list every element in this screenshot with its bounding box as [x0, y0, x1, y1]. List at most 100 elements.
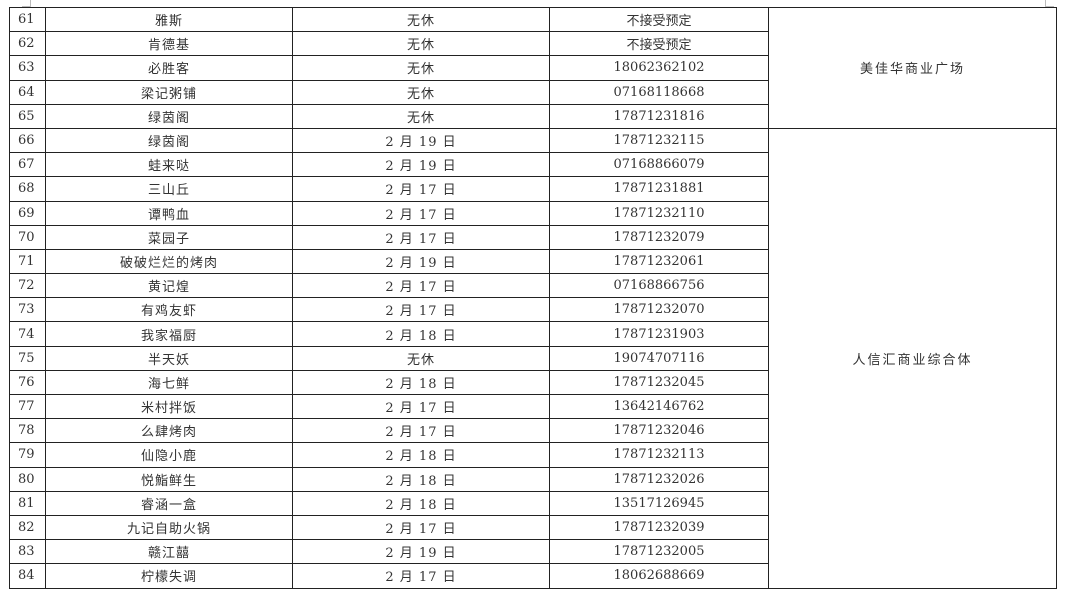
- row-number: 71: [9, 248, 46, 275]
- closed-date: 无休: [292, 55, 550, 81]
- phone-number: 17871231903: [549, 321, 769, 347]
- table-row: 61 雅斯 无休 不接受预定 美佳华商业广场: [9, 6, 1057, 129]
- restaurant-name: 么肆烤肉: [45, 418, 293, 444]
- closed-date: 2 月 17 日: [292, 563, 550, 589]
- row-number: 79: [9, 442, 46, 468]
- phone-number: 17871232115: [549, 127, 769, 154]
- table-row: 72 黄记煌 2 月 17 日 07168866756: [9, 273, 1057, 299]
- restaurant-name: 我家福厨: [45, 321, 293, 347]
- restaurant-name: 菜园子: [45, 224, 293, 250]
- table-row: 83 赣江囍 2 月 19 日 17871232005: [9, 539, 1057, 565]
- closed-date: 无休: [292, 79, 550, 105]
- table-row: 68 三山丘 2 月 17 日 17871231881: [9, 176, 1057, 202]
- row-number: 64: [9, 79, 46, 105]
- phone-number: 17871232070: [549, 297, 769, 323]
- table-row: 74 我家福厨 2 月 18 日 17871231903: [9, 321, 1057, 347]
- row-number: 61: [9, 6, 46, 33]
- table-row: 62 肯德基 无休 不接受预定: [9, 31, 1057, 57]
- restaurant-table: 61 雅斯 无休 不接受预定 美佳华商业广场 62 肯德基 无休 不接受预定 63 必胜客 无休 180…: [9, 6, 1057, 589]
- table-row: 63 必胜客 无休 18062362102: [9, 55, 1057, 81]
- row-number: 69: [9, 200, 46, 226]
- row-number: 82: [9, 514, 46, 541]
- closed-date: 2 月 18 日: [292, 369, 550, 396]
- phone-number: 07168866756: [549, 273, 769, 299]
- phone-number: 17871232113: [549, 442, 769, 468]
- row-number: 78: [9, 418, 46, 444]
- closed-date: 无休: [292, 31, 550, 57]
- location-cell: 美佳华商业广场: [768, 7, 1057, 129]
- table-row: 69 谭鸭血 2 月 17 日 17871232110: [9, 200, 1057, 226]
- table-row: 66 绿茵阁 2 月 19 日 17871232115 人信汇商业综合体: [9, 127, 1057, 589]
- phone-number: 07168118668: [549, 79, 769, 105]
- closed-date: 2 月 19 日: [292, 127, 550, 154]
- row-number: 81: [9, 490, 46, 516]
- restaurant-name: 海七鲜: [45, 369, 293, 396]
- row-number: 84: [9, 563, 46, 589]
- restaurant-name: 仙隐小鹿: [45, 442, 293, 468]
- table-row: 84 柠檬失调 2 月 17 日 18062688669: [9, 563, 1057, 589]
- restaurant-name: 绿茵阁: [45, 127, 293, 154]
- row-number: 63: [9, 55, 46, 81]
- row-number: 67: [9, 152, 46, 178]
- phone-number: 17871232045: [549, 369, 769, 396]
- closed-date: 2 月 19 日: [292, 539, 550, 565]
- phone-number: 17871232079: [549, 224, 769, 250]
- table-row: 70 菜园子 2 月 17 日 17871232079: [9, 224, 1057, 250]
- closed-date: 2 月 17 日: [292, 273, 550, 299]
- restaurant-name: 九记自助火锅: [45, 514, 293, 541]
- phone-number: 17871232005: [549, 539, 769, 565]
- table-row: 80 悦鮨鲜生 2 月 18 日 17871232026: [9, 466, 1057, 492]
- row-number: 66: [9, 127, 46, 154]
- restaurant-name: 黄记煌: [45, 273, 293, 299]
- table-row: 75 半天妖 无休 19074707116: [9, 345, 1057, 371]
- restaurant-name: 柠檬失调: [45, 563, 293, 589]
- restaurant-name: 谭鸭血: [45, 200, 293, 226]
- restaurant-name: 米村拌饭: [45, 393, 293, 420]
- phone-number: 18062688669: [549, 563, 769, 589]
- restaurant-name: 三山丘: [45, 176, 293, 202]
- phone-number: 13642146762: [549, 393, 769, 420]
- row-number: 73: [9, 297, 46, 323]
- phone-number: 17871232026: [549, 466, 769, 492]
- phone-number: 17871232110: [549, 200, 769, 226]
- phone-number: 17871232039: [549, 514, 769, 541]
- row-number: 74: [9, 321, 46, 347]
- restaurant-name: 悦鮨鲜生: [45, 466, 293, 492]
- phone-number: 19074707116: [549, 345, 769, 371]
- restaurant-name: 必胜客: [45, 55, 293, 81]
- restaurant-name: 有鸡友虾: [45, 297, 293, 323]
- restaurant-name: 梁记粥铺: [45, 79, 293, 105]
- row-number: 75: [9, 345, 46, 371]
- closed-date: 2 月 17 日: [292, 176, 550, 202]
- closed-date: 2 月 17 日: [292, 514, 550, 541]
- phone-number: 18062362102: [549, 55, 769, 81]
- closed-date: 2 月 17 日: [292, 418, 550, 444]
- row-number: 76: [9, 369, 46, 396]
- table-row: 82 九记自助火锅 2 月 17 日 17871232039: [9, 514, 1057, 541]
- phone-number: 不接受预定: [549, 6, 769, 33]
- phone-number: 17871231816: [549, 103, 769, 129]
- row-number: 80: [9, 466, 46, 492]
- row-number: 62: [9, 31, 46, 57]
- restaurant-name: 赣江囍: [45, 539, 293, 565]
- closed-date: 2 月 18 日: [292, 442, 550, 468]
- location-cell: 人信汇商业综合体: [768, 127, 1057, 589]
- restaurant-name: 绿茵阁: [45, 103, 293, 129]
- row-number: 70: [9, 224, 46, 250]
- table-row: 78 么肆烤肉 2 月 17 日 17871232046: [9, 418, 1057, 444]
- restaurant-name: 睿涵一盒: [45, 490, 293, 516]
- closed-date: 无休: [292, 6, 550, 33]
- closed-date: 2 月 17 日: [292, 393, 550, 420]
- phone-number: 17871232046: [549, 418, 769, 444]
- closed-date: 2 月 18 日: [292, 466, 550, 492]
- phone-number: 13517126945: [549, 490, 769, 516]
- restaurant-name: 肯德基: [45, 31, 293, 57]
- row-number: 68: [9, 176, 46, 202]
- table-row: 67 蛙来哒 2 月 19 日 07168866079: [9, 152, 1057, 178]
- phone-number: 17871232061: [549, 248, 769, 275]
- restaurant-name: 雅斯: [45, 6, 293, 33]
- restaurant-name: 蛙来哒: [45, 152, 293, 178]
- phone-number: 不接受预定: [549, 31, 769, 57]
- row-number: 77: [9, 393, 46, 420]
- closed-date: 2 月 18 日: [292, 321, 550, 347]
